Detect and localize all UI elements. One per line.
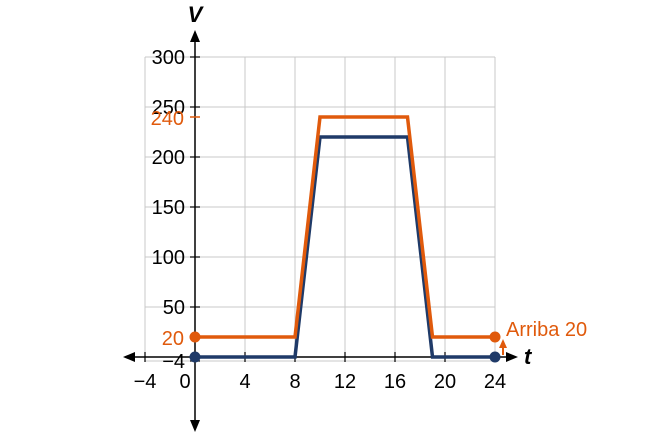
x-tick-label: 20 [434, 371, 456, 393]
x-tick-label: 8 [289, 371, 300, 393]
annotation-240-label: 240 [151, 108, 184, 130]
series-group [189, 115, 501, 363]
shift-arrow-head [499, 339, 507, 348]
x-tick-label: 24 [484, 371, 506, 393]
x-axis-arrow-left [123, 352, 135, 362]
y-tick-label: −4 [162, 351, 185, 373]
annotation-shift-label: Arriba 20 [506, 319, 587, 341]
series-point-1 [189, 351, 201, 363]
series-line-2 [195, 115, 495, 339]
x-tick-label: 4 [239, 371, 250, 393]
y-axis-title: V [188, 2, 205, 27]
x-tick-label: 12 [334, 371, 356, 393]
x-axis-arrow-right [506, 352, 518, 362]
series-line-1 [195, 135, 495, 359]
y-axis-arrow-bottom [190, 420, 200, 432]
x-tick-label: 16 [384, 371, 406, 393]
x-axis-title: t [524, 344, 533, 369]
y-tick-label: 150 [152, 197, 185, 219]
series-point-2 [189, 331, 201, 343]
series-point-1 [489, 351, 501, 363]
x-tick-label: 0 [179, 371, 190, 393]
y-tick-label: 100 [152, 247, 185, 269]
y-tick-label: 200 [152, 147, 185, 169]
y-tick-label: 250 [152, 97, 185, 119]
y-axis-arrow-top [190, 30, 200, 42]
x-tick-label: −4 [134, 371, 157, 393]
y-tick-label: 50 [163, 297, 185, 319]
y-tick-label: 300 [152, 47, 185, 69]
grid [144, 56, 496, 362]
annotation-20-label: 20 [162, 328, 184, 350]
series-point-2 [489, 331, 501, 343]
